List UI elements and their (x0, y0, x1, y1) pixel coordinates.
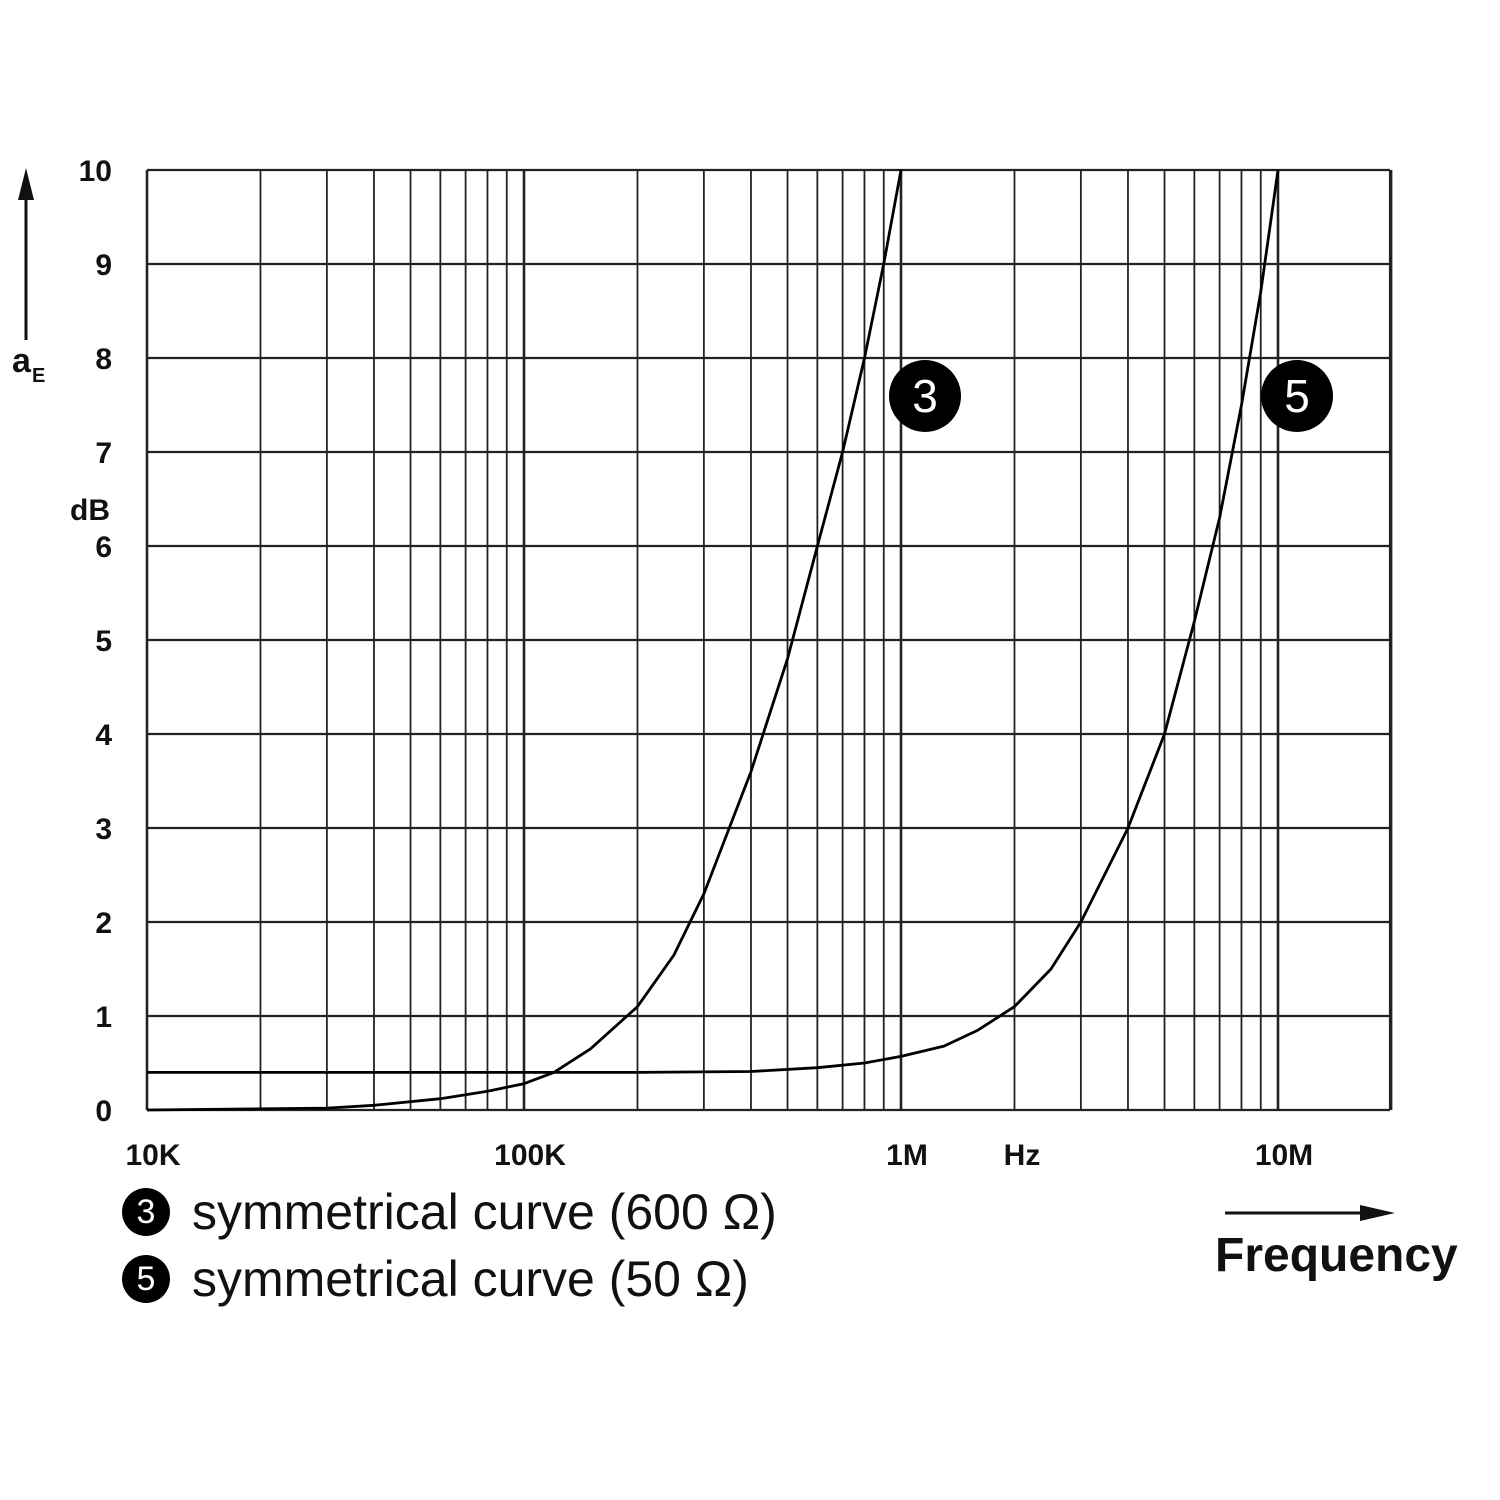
y-tick-label-4: 4 (95, 719, 112, 752)
chart-grid (145, 168, 1393, 1112)
curve-marker-circle-3 (889, 360, 961, 432)
x-tick-label-1M: 1M (886, 1139, 928, 1172)
curve-marker-label-5: 5 (1284, 370, 1310, 422)
y-axis-arrow-head (18, 168, 34, 200)
series-line-5 (147, 169, 1280, 1074)
y-axis-unit: dB (70, 494, 110, 527)
x-tick-label-100K: 100K (494, 1139, 566, 1172)
y-tick-label-7: 7 (95, 437, 112, 470)
chart-axis-decorations: a EdB (12, 168, 1395, 1221)
chart-series-group (146, 169, 1280, 1112)
y-tick-label-2: 2 (95, 907, 112, 940)
y-tick-label-1: 1 (95, 1001, 112, 1034)
legend-item-5: 5 symmetrical curve (50 Ω) (122, 1250, 749, 1308)
y-tick-label-10: 10 (79, 155, 112, 188)
y-axis-title-subscript: E (32, 365, 45, 387)
y-axis-title: a (12, 342, 32, 380)
curve-marker-circle-5 (1261, 360, 1333, 432)
legend-text-5: symmetrical curve (50 Ω) (192, 1251, 749, 1307)
legend-marker-3: 3 (122, 1188, 170, 1236)
x-axis-title: Frequency (1215, 1229, 1458, 1282)
frequency-arrow-head (1360, 1205, 1395, 1221)
legend-marker-5: 5 (122, 1255, 170, 1303)
x-tick-label-10K: 10K (125, 1139, 180, 1172)
series-line-3 (146, 169, 903, 1112)
y-tick-label-5: 5 (95, 625, 112, 658)
chart-tick-labels: 0 1 2 3 4 5 6 7 8 9 10 10K 100K 1M 10M Hz (79, 155, 1314, 1172)
y-tick-label-0: 0 (95, 1095, 112, 1128)
legend-text-3: symmetrical curve (600 Ω) (192, 1184, 777, 1240)
y-tick-label-6: 6 (95, 531, 112, 564)
curve-marker-label-3: 3 (912, 370, 938, 422)
legend-item-3: 3 symmetrical curve (600 Ω) (122, 1183, 777, 1241)
y-tick-label-9: 9 (95, 249, 112, 282)
x-tick-label-10M: 10M (1255, 1139, 1313, 1172)
y-tick-label-3: 3 (95, 813, 112, 846)
x-unit-label: Hz (1004, 1139, 1041, 1172)
y-tick-label-8: 8 (95, 343, 112, 376)
